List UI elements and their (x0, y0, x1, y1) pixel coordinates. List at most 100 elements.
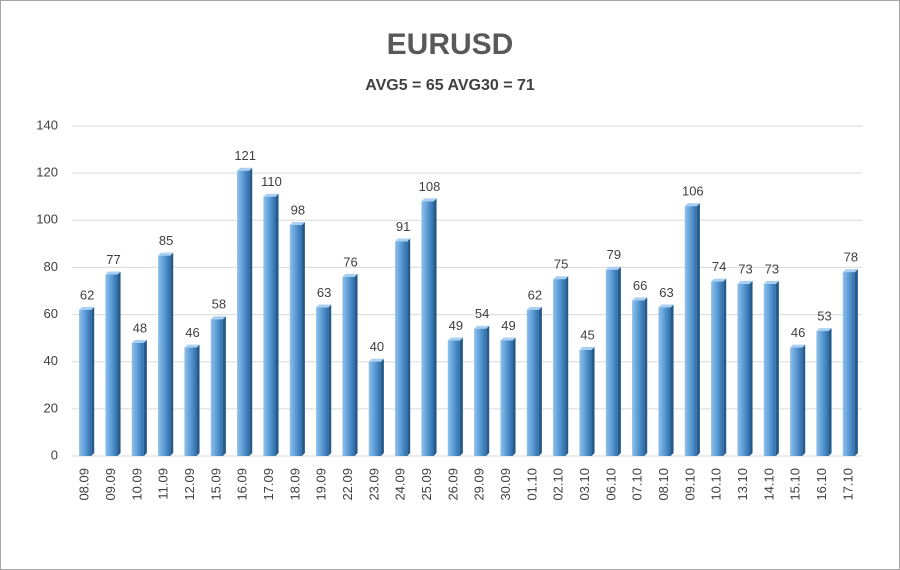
value-label: 77 (106, 252, 120, 267)
value-label: 63 (659, 285, 673, 300)
x-tick-label: 16.09 (235, 468, 250, 501)
x-tick-label: 08.10 (656, 468, 671, 501)
value-label: 62 (528, 287, 542, 302)
x-tick-label: 02.10 (551, 468, 566, 501)
bar (184, 344, 200, 456)
bar (158, 252, 174, 456)
x-tick-label: 03.10 (577, 468, 592, 501)
x-tick-label: 17.10 (840, 468, 855, 501)
x-tick-label: 13.10 (735, 468, 750, 501)
bar (342, 273, 358, 456)
value-label: 58 (212, 297, 226, 312)
bar (131, 339, 147, 456)
value-label: 78 (844, 250, 858, 265)
x-tick-label: 26.09 (445, 468, 460, 501)
x-tick-label: 10.10 (709, 468, 724, 501)
y-tick-label: 100 (36, 212, 58, 227)
bar (684, 203, 700, 456)
y-tick-label: 0 (51, 447, 58, 462)
bar (658, 304, 674, 456)
bar (263, 193, 279, 456)
value-label: 75 (554, 257, 568, 272)
x-tick-label: 25.09 (419, 468, 434, 501)
value-label: 40 (370, 339, 384, 354)
value-label: 76 (343, 254, 357, 269)
x-tick-label: 18.09 (287, 468, 302, 501)
x-tick-label: 09.09 (103, 468, 118, 501)
chart-subtitle: AVG5 = 65 AVG30 = 71 (365, 77, 535, 94)
y-tick-label: 80 (44, 259, 58, 274)
bar (737, 280, 753, 456)
bar (474, 325, 490, 456)
x-tick-label: 30.09 (498, 468, 513, 501)
chart-title: EURUSD (387, 28, 514, 61)
value-label: 108 (419, 179, 441, 194)
x-tick-label: 16.10 (814, 468, 829, 501)
x-tick-label: 01.10 (524, 468, 539, 501)
y-tick-label: 60 (44, 306, 58, 321)
value-label: 53 (817, 309, 831, 324)
x-tick-label: 17.09 (261, 468, 276, 501)
x-tick-label: 07.10 (630, 468, 645, 501)
x-tick-label: 29.09 (472, 468, 487, 501)
value-label: 73 (738, 261, 752, 276)
x-tick-label: 08.09 (77, 468, 92, 501)
bar (579, 346, 595, 456)
value-label: 91 (396, 219, 410, 234)
bar (447, 337, 463, 456)
value-label: 110 (261, 174, 282, 189)
bar (605, 266, 621, 456)
value-label: 85 (159, 233, 173, 248)
x-tick-label: 15.09 (208, 468, 223, 501)
value-label: 45 (580, 327, 594, 342)
value-label: 79 (607, 247, 621, 262)
x-tick-label: 15.10 (788, 468, 803, 501)
value-label: 62 (80, 287, 94, 302)
bar (763, 280, 779, 456)
x-tick-label: 09.10 (682, 468, 697, 501)
bar (237, 167, 253, 457)
value-label: 73 (765, 261, 779, 276)
value-label: 49 (449, 318, 463, 333)
bar (79, 306, 95, 456)
x-tick-label: 06.10 (603, 468, 618, 501)
x-tick-label: 24.09 (393, 468, 408, 501)
y-tick-label: 140 (36, 117, 58, 132)
value-label: 46 (185, 325, 199, 340)
y-tick-label: 40 (44, 353, 58, 368)
bar (842, 269, 858, 456)
bar (790, 344, 806, 456)
bar (632, 297, 648, 456)
value-label: 63 (317, 285, 331, 300)
value-label: 121 (234, 148, 256, 163)
value-label: 106 (682, 184, 704, 199)
x-tick-label: 14.10 (761, 468, 776, 501)
value-label: 48 (133, 320, 147, 335)
bar (289, 222, 305, 456)
bar (500, 337, 516, 456)
bar (526, 306, 542, 456)
bar (105, 271, 121, 456)
x-tick-label: 12.09 (182, 468, 197, 501)
value-label: 46 (791, 325, 805, 340)
bar (816, 328, 832, 456)
value-label: 54 (475, 306, 489, 321)
value-label: 49 (501, 318, 515, 333)
x-tick-label: 11.09 (156, 468, 171, 500)
value-label: 66 (633, 278, 647, 293)
bar (210, 316, 226, 456)
bar (368, 358, 384, 456)
bar (553, 276, 569, 456)
bar (421, 198, 437, 456)
x-tick-label: 19.09 (314, 468, 329, 501)
value-label: 74 (712, 259, 726, 274)
value-label: 98 (291, 202, 305, 217)
bar (316, 304, 332, 456)
x-tick-label: 23.09 (366, 468, 381, 501)
x-tick-label: 10.09 (129, 468, 144, 501)
y-tick-label: 20 (44, 400, 58, 415)
x-tick-label: 22.09 (340, 468, 355, 501)
bar (711, 278, 727, 456)
bar (395, 238, 411, 456)
